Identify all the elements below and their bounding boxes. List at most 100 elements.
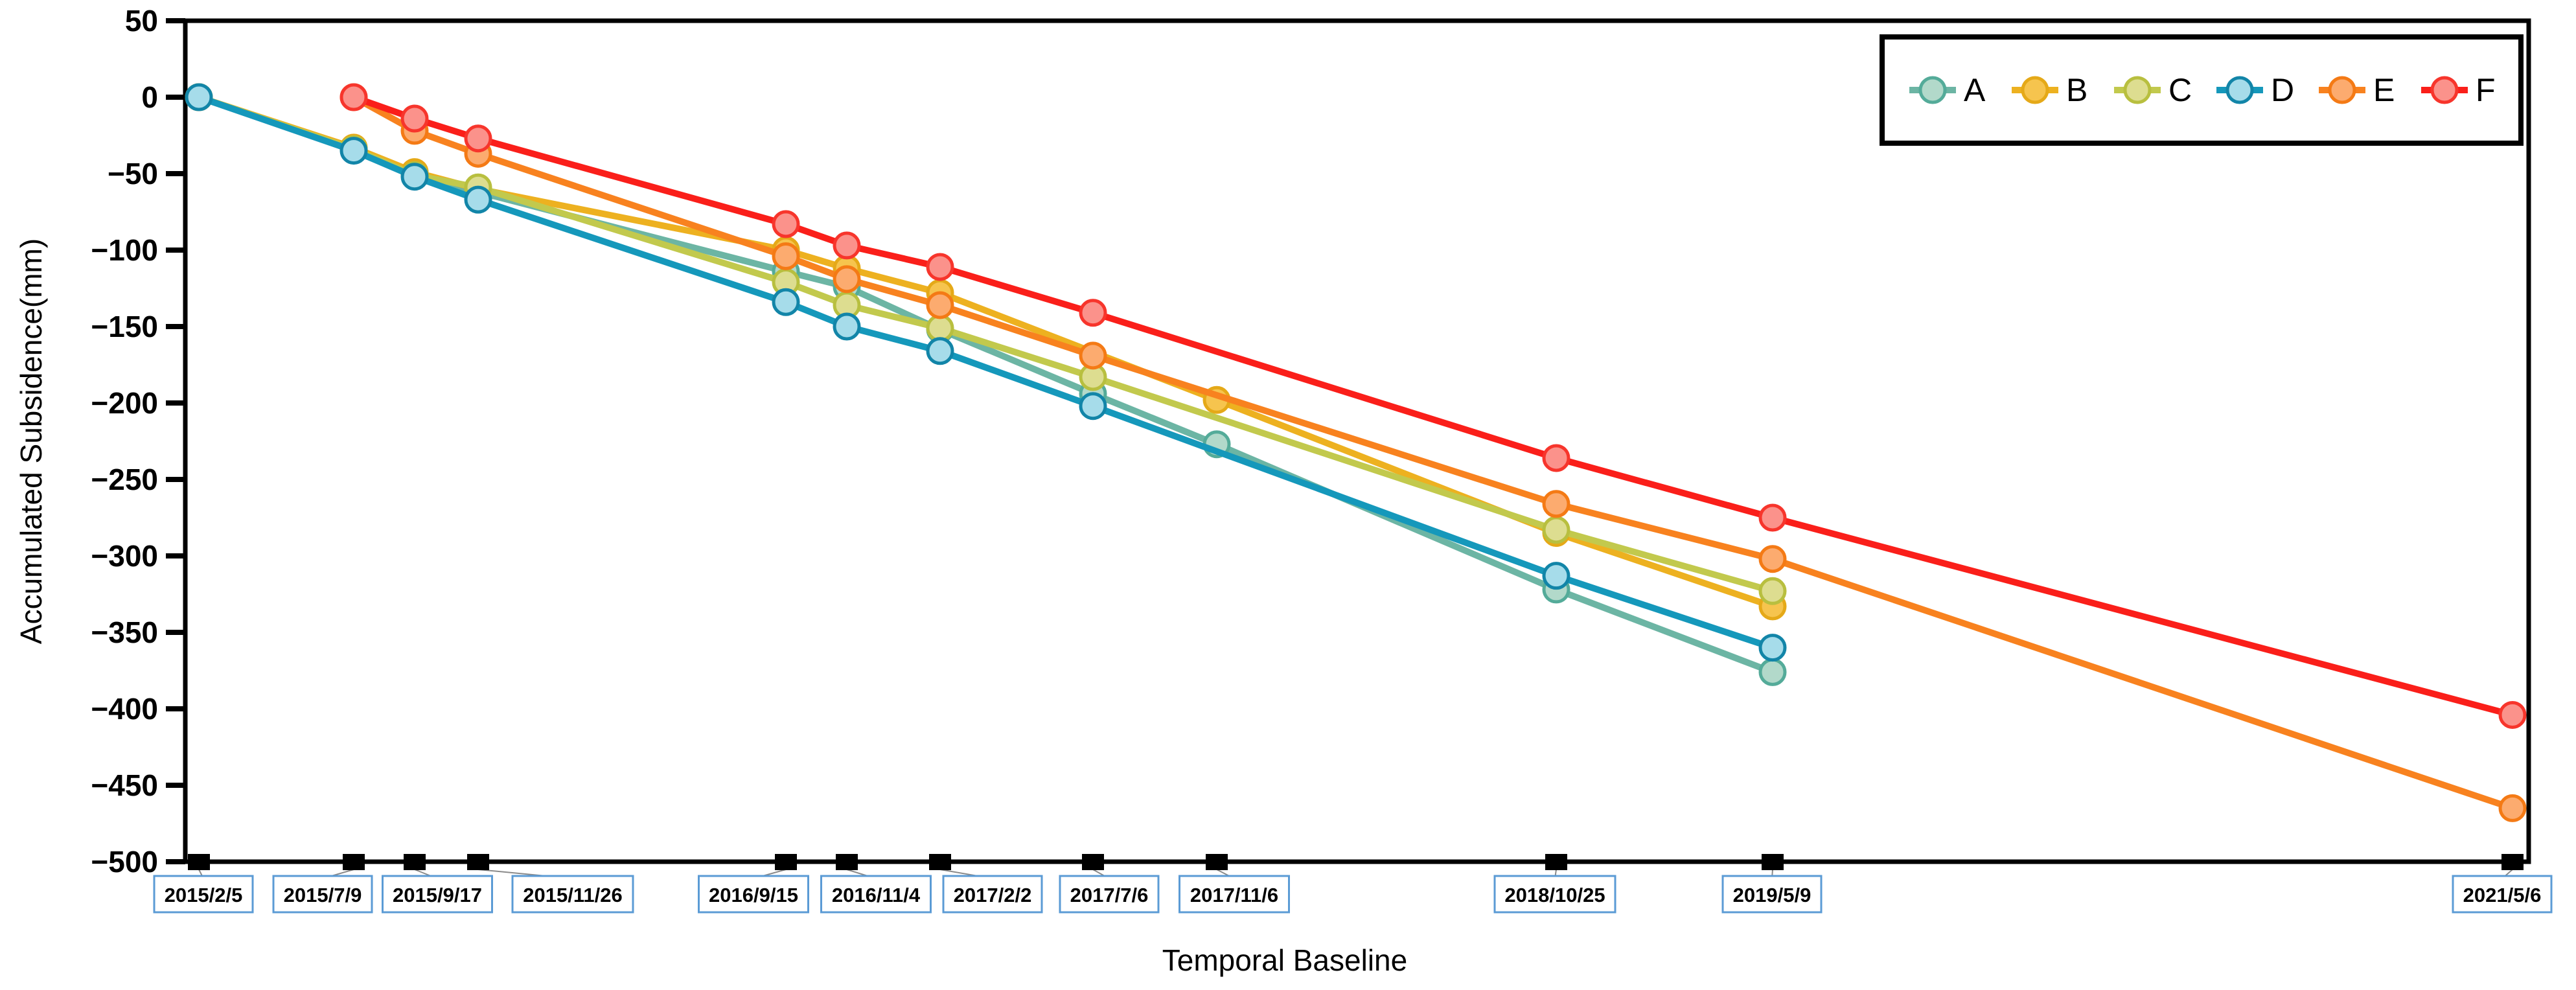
date-label-box (511, 875, 634, 914)
date-label-box (698, 875, 809, 914)
series-F-point (2498, 700, 2527, 729)
series-E-point (1079, 341, 1107, 370)
date-label: 2016/9/15 (709, 884, 798, 906)
legend-label-D: D (2271, 72, 2294, 108)
y-axis-title: Accumulated Subsidence(mm) (14, 238, 48, 644)
date-label: 2016/11/4 (832, 884, 921, 906)
date-label: 2015/11/26 (523, 884, 622, 906)
legend-item-D: D (2216, 72, 2294, 108)
series-D-line (196, 94, 1776, 651)
date-label-box (272, 875, 373, 914)
legend-item-F: F (2421, 72, 2496, 108)
y-tick-label: −100 (91, 233, 158, 267)
series-D-point (464, 185, 492, 214)
x-tick-square (1762, 854, 1784, 870)
series-F-point (1542, 444, 1570, 472)
y-tick-label: −200 (91, 386, 158, 420)
series-F-point (1758, 503, 1787, 532)
legend-marker-A (1918, 76, 1947, 104)
date-label-box (1721, 875, 1823, 914)
date-label: 2015/9/17 (393, 884, 482, 906)
series-F-point (339, 83, 368, 111)
series-E (339, 83, 2527, 822)
date-label-box (2452, 875, 2553, 914)
plot-frame (183, 18, 2531, 864)
x-tick-square (343, 854, 365, 870)
x-tick-square (188, 854, 210, 870)
series-E-point (1542, 490, 1570, 518)
legend-box (1880, 34, 2524, 146)
legend-label-A: A (1964, 72, 1986, 108)
x-tick-square (404, 854, 426, 870)
legend-marker-E (2328, 76, 2356, 104)
series-D-point (1758, 634, 1787, 662)
series-F-point (772, 210, 800, 238)
series-F-point (400, 104, 429, 133)
legend-label-B: B (2066, 72, 2087, 108)
series-C-point (1758, 577, 1787, 605)
y-tick-label: −400 (91, 692, 158, 726)
series-D-point (339, 137, 368, 165)
y-tick-label: −50 (108, 157, 158, 190)
series-C-point (1542, 516, 1570, 544)
date-label-box (820, 875, 932, 914)
legend-label-C: C (2168, 72, 2192, 108)
y-tick-label: −450 (91, 768, 158, 802)
y-tick-label: −500 (91, 845, 158, 879)
legend-label-E: E (2373, 72, 2395, 108)
date-label: 2019/5/9 (1733, 884, 1811, 906)
date-label-box (942, 875, 1043, 914)
series-D-point (1079, 392, 1107, 420)
date-label: 2017/2/2 (954, 884, 1032, 906)
legend-item-A: A (1909, 72, 1986, 108)
x-tick-square (1545, 854, 1567, 870)
y-tick-label: −350 (91, 616, 158, 649)
legend: A B C D E F (1880, 34, 2524, 146)
legend-marker-D (2225, 76, 2254, 104)
date-label: 2015/2/5 (165, 884, 243, 906)
series-D (185, 83, 1787, 662)
series-D-point (833, 312, 861, 341)
series-E-point (833, 265, 861, 294)
x-tick-square (467, 854, 489, 870)
series-D-point (400, 163, 429, 191)
series-D-point (185, 83, 213, 111)
x-axis-title: Temporal Baseline (1162, 943, 1407, 977)
x-tick-square (836, 854, 858, 870)
x-tick-square (1206, 854, 1228, 870)
x-tick-square (775, 854, 797, 870)
x-tick-square (2501, 854, 2524, 870)
series-E-point (772, 242, 800, 270)
y-tick-label: 0 (141, 80, 158, 114)
legend-item-B: B (2012, 72, 2087, 108)
date-label: 2021/5/6 (2463, 884, 2542, 906)
date-label: 2015/7/9 (284, 884, 362, 906)
series-A-point (1758, 658, 1787, 686)
date-label-box (1493, 875, 1616, 914)
series-D-point (1542, 562, 1570, 590)
y-tick-label: −250 (91, 463, 158, 496)
date-label: 2017/7/6 (1070, 884, 1149, 906)
series-C-point (926, 314, 954, 342)
series-F-point (926, 253, 954, 281)
legend-marker-F (2430, 76, 2459, 104)
legend-label-F: F (2476, 72, 2496, 108)
y-tick-label: 50 (125, 4, 158, 38)
date-label-box (1059, 875, 1160, 914)
date-label-box (153, 875, 254, 914)
series-E-line (351, 94, 2516, 812)
x-tick-square (929, 854, 951, 870)
legend-item-E: E (2319, 72, 2395, 108)
y-tick-label: −300 (91, 539, 158, 573)
date-label: 2017/11/6 (1190, 884, 1278, 906)
series-C-line (196, 94, 1776, 595)
series-F-point (1079, 299, 1107, 327)
series-F-line (351, 94, 2516, 719)
series-F-point (833, 231, 861, 260)
legend-marker-C (2123, 76, 2152, 104)
series-F (339, 83, 2527, 729)
y-tick-label: −150 (91, 310, 158, 343)
series-C (185, 83, 1787, 605)
legend-item-C: C (2114, 72, 2192, 108)
